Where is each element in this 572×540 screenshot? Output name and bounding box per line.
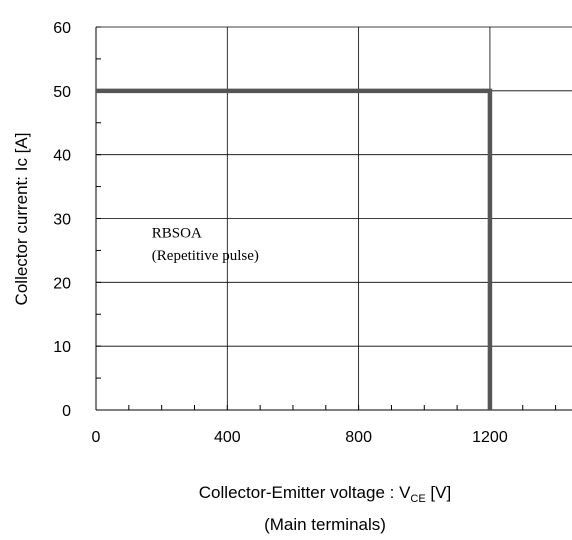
series (96, 88, 493, 410)
y-tick-label: 50 (53, 84, 71, 101)
y-tick-label: 0 (62, 403, 71, 420)
x-tick-label: 800 (345, 429, 372, 446)
labels: Collector-Emitter voltage : VCE [V] (Mai… (12, 20, 508, 534)
x-axis-label-second-line: (Main terminals) (264, 515, 386, 534)
x-axis-label-suffix: [V] (426, 483, 452, 502)
y-axis-label: Collector current: Ic [A] (12, 133, 31, 306)
x-axis-label: Collector-Emitter voltage : VCE [V] (199, 483, 451, 505)
y-tick-label: 10 (53, 339, 71, 356)
x-tick-label: 0 (92, 429, 101, 446)
x-tick-label: 400 (214, 429, 241, 446)
y-tick-label: 60 (53, 20, 71, 37)
x-tick-label: 1200 (472, 429, 508, 446)
x-axis-label-subscript: CE (410, 493, 425, 505)
y-tick-label: 20 (53, 275, 71, 292)
y-tick-label: 30 (53, 212, 71, 229)
annotation-text: (Repetitive pulse) (152, 248, 259, 264)
rbsoa-boundary-line (96, 88, 493, 410)
annotation-text: RBSOA (152, 226, 202, 242)
grid (96, 26, 572, 410)
x-axis-label-prefix: Collector-Emitter voltage : V (199, 483, 411, 502)
y-tick-label: 40 (53, 148, 71, 165)
